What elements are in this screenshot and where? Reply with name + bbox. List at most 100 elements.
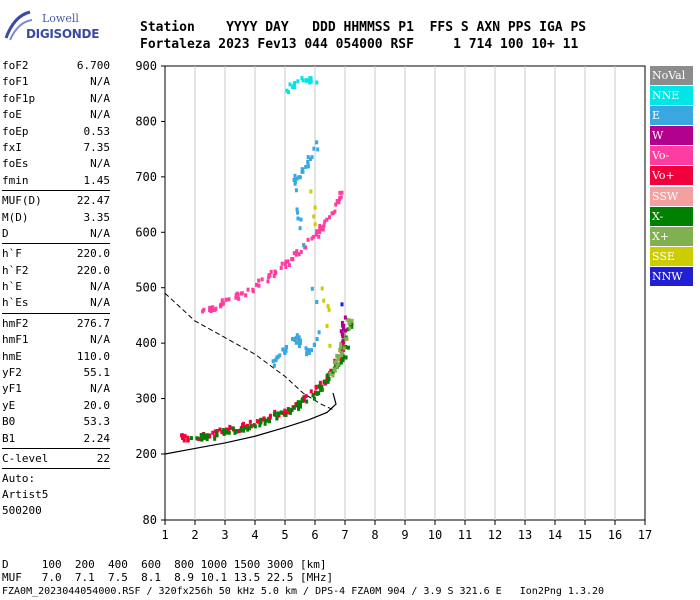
param-name: yF2 xyxy=(2,366,22,380)
data-point xyxy=(284,345,288,350)
param-name: h`E xyxy=(2,280,22,294)
param-name: M(D) xyxy=(2,210,29,224)
data-point xyxy=(299,217,303,222)
data-point xyxy=(224,427,228,432)
data-point xyxy=(339,329,343,334)
data-point xyxy=(198,437,202,442)
param-name: h`F2 xyxy=(2,263,29,277)
data-point xyxy=(340,320,344,325)
data-point xyxy=(319,384,323,389)
data-point xyxy=(340,302,344,307)
x-tick-label: 3 xyxy=(221,528,228,542)
param-value: 3.35 xyxy=(83,210,111,224)
data-point xyxy=(245,423,249,428)
data-point xyxy=(310,236,314,241)
param-value: N/A xyxy=(90,75,110,89)
data-point xyxy=(340,331,344,336)
data-point xyxy=(294,336,298,341)
data-point xyxy=(244,293,248,298)
legend-item: W xyxy=(650,126,693,146)
data-point xyxy=(281,347,285,352)
param-name: D xyxy=(2,226,9,240)
data-point xyxy=(211,308,215,313)
data-point xyxy=(234,295,238,300)
data-point xyxy=(304,78,308,83)
footer-muf-row: MUF 7.0 7.1 7.5 8.1 8.9 10.1 13.5 22.5 [… xyxy=(2,571,334,584)
param-name: hmE xyxy=(2,349,22,363)
data-point xyxy=(339,195,343,200)
data-point xyxy=(306,237,310,242)
data-point xyxy=(278,353,282,358)
data-point xyxy=(341,354,345,359)
data-point xyxy=(334,359,338,364)
param-name: foF1p xyxy=(2,91,36,105)
data-point xyxy=(306,78,310,83)
data-point xyxy=(325,373,329,378)
param-name: hmF2 xyxy=(2,316,29,330)
data-point xyxy=(310,155,314,160)
legend-item: NNE xyxy=(650,86,693,106)
data-point xyxy=(228,426,232,431)
data-point xyxy=(259,417,263,422)
param-value: N/A xyxy=(90,157,110,171)
param-value: 220.0 xyxy=(76,247,110,261)
data-point xyxy=(284,348,288,353)
data-point xyxy=(334,202,338,207)
param-value: 6.700 xyxy=(76,59,110,72)
data-point xyxy=(248,419,252,424)
data-point xyxy=(297,252,301,257)
data-point xyxy=(339,357,343,362)
legend-item: Vo+ xyxy=(650,166,693,186)
data-point xyxy=(342,346,346,351)
data-point xyxy=(275,416,279,421)
data-point xyxy=(288,82,292,87)
data-point xyxy=(294,252,298,257)
data-point xyxy=(350,318,354,323)
data-point xyxy=(338,347,342,352)
data-point xyxy=(266,418,270,423)
true-height-profile xyxy=(164,392,337,455)
footer-distance-row: D 100 200 400 600 800 1000 1500 3000 [km… xyxy=(2,558,327,571)
data-point xyxy=(343,315,347,320)
x-tick-label: 5 xyxy=(281,528,288,542)
data-point xyxy=(301,78,305,83)
data-point xyxy=(273,269,277,274)
data-point xyxy=(293,181,297,186)
data-point xyxy=(307,350,311,355)
data-point xyxy=(346,327,350,332)
data-point xyxy=(282,412,286,417)
data-point xyxy=(271,359,275,364)
data-point xyxy=(337,200,341,205)
data-point xyxy=(313,222,317,227)
y-tick-label: 800 xyxy=(135,114,157,128)
data-point xyxy=(335,364,339,369)
y-tick-label: 300 xyxy=(135,392,157,406)
data-point xyxy=(341,358,345,363)
x-tick-label: 8 xyxy=(371,528,378,542)
data-point xyxy=(317,234,321,239)
data-point xyxy=(226,427,230,432)
antenna-icon xyxy=(4,10,33,41)
data-point xyxy=(286,410,290,415)
param-row: hmF2 276.7 xyxy=(2,316,110,332)
data-point xyxy=(268,415,272,420)
data-point xyxy=(219,302,223,307)
param-divider xyxy=(2,243,110,245)
data-point xyxy=(295,207,299,212)
data-point xyxy=(282,349,286,354)
data-point xyxy=(350,321,354,326)
data-point xyxy=(272,363,276,368)
x-tick-label: 13 xyxy=(518,528,532,542)
data-point xyxy=(218,427,222,432)
data-point xyxy=(314,384,318,389)
param-value: N/A xyxy=(90,108,110,122)
param-value: 22.47 xyxy=(76,194,110,208)
data-point xyxy=(346,345,350,350)
data-point xyxy=(333,367,337,372)
data-point xyxy=(294,188,298,193)
param-name: foEs xyxy=(2,157,29,171)
data-point xyxy=(312,396,316,401)
param-row: hmE 110.0 xyxy=(2,349,110,365)
data-point xyxy=(213,434,217,439)
data-point xyxy=(339,345,343,350)
